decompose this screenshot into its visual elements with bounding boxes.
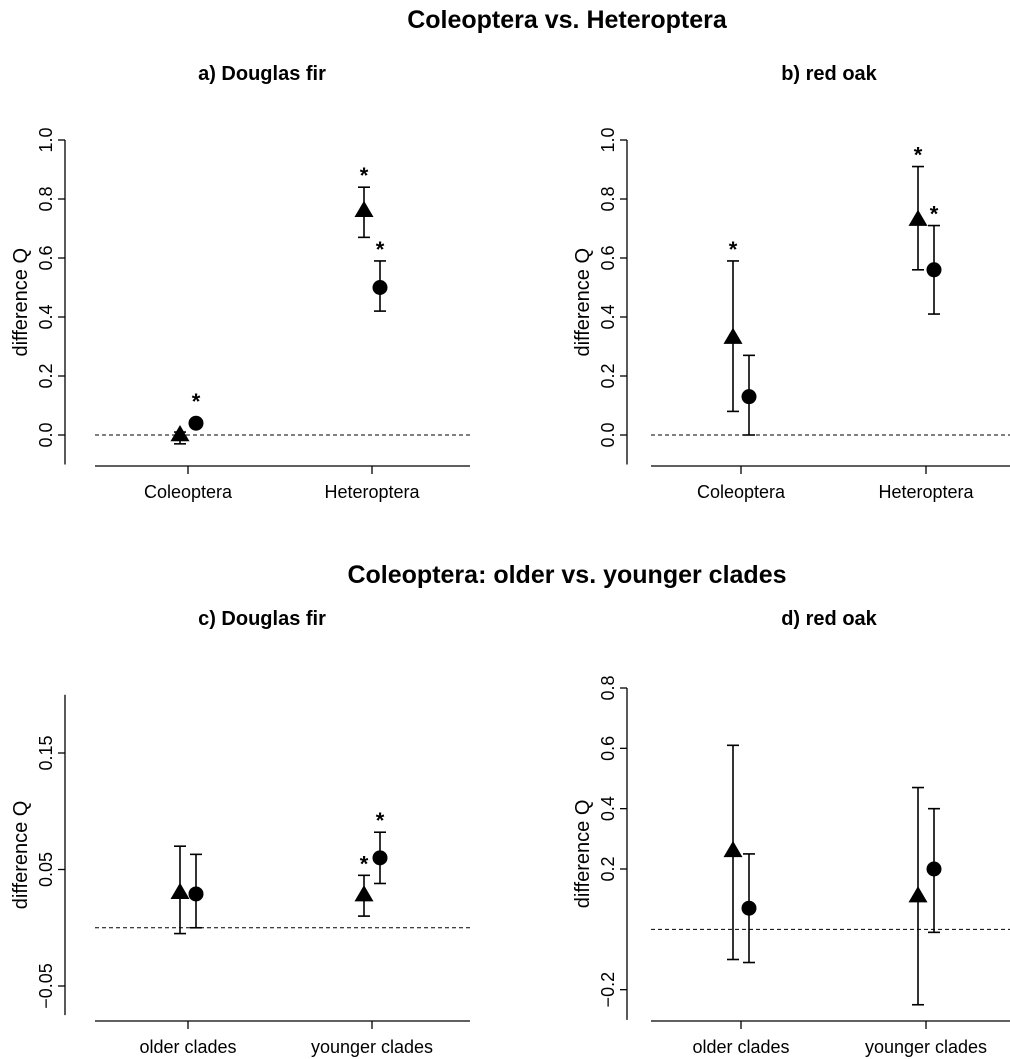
significance-star: *	[376, 237, 385, 262]
chart-panel-1: a) Douglas fir 0.0 0.2 0.4 0.6 0.8 1.0 differen…	[10, 63, 470, 502]
x-tick-label: younger clades	[865, 1037, 987, 1057]
triangle-point	[170, 882, 190, 899]
y-tick-label: 0.4	[598, 796, 618, 821]
y-axis-title: difference Q	[572, 248, 594, 357]
circle-point	[372, 850, 388, 866]
y-tick-label: 0.6	[598, 245, 618, 270]
y-tick-label: 0.2	[36, 363, 56, 388]
circle-point	[741, 389, 757, 405]
y-tick-label: 0.0	[36, 422, 56, 447]
y-tick-label: 0.4	[598, 304, 618, 329]
y-tick-label: 0.05	[36, 852, 56, 887]
x-tick-label: older clades	[139, 1037, 236, 1057]
section-title-bottom: Coleoptera: older vs. younger clades	[347, 561, 786, 589]
y-tick-label: −0.2	[598, 972, 618, 1008]
chart-panel-2: b) red oak 0.0 0.2 0.4 0.6 0.8 1.0 difference Q…	[572, 63, 1010, 502]
circle-point	[741, 900, 757, 916]
significance-star: *	[729, 237, 738, 262]
significance-star: *	[360, 851, 369, 876]
y-axis-title: difference Q	[572, 800, 594, 909]
circle-point	[188, 415, 204, 431]
y-tick-label: 0.6	[36, 245, 56, 270]
y-axis-title: difference Q	[10, 248, 32, 357]
y-tick-label: 0.15	[36, 735, 56, 770]
significance-star: *	[360, 163, 369, 188]
triangle-point	[170, 425, 190, 442]
triangle-point	[908, 886, 928, 903]
chart-panel-4: d) red oak −0.2 0.2 0.4 0.6 0.8 difference Q ol…	[572, 608, 1010, 1057]
x-tick-label: older clades	[692, 1037, 789, 1057]
y-tick-label: 0.0	[598, 422, 618, 447]
triangle-point	[723, 327, 743, 344]
y-tick-label: 0.8	[36, 186, 56, 211]
triangle-point	[723, 840, 743, 858]
circle-point	[926, 262, 942, 278]
y-tick-label: 0.2	[598, 856, 618, 881]
x-tick-label: Coleoptera	[697, 482, 786, 502]
significance-star: *	[930, 202, 939, 227]
section-title-top: Coleoptera vs. Heteroptera	[407, 6, 728, 34]
x-tick-label: Heteroptera	[324, 482, 420, 502]
circle-point	[188, 886, 204, 902]
panel-title: d) red oak	[781, 608, 877, 630]
x-tick-label: Coleoptera	[144, 482, 233, 502]
panels: a) Douglas fir 0.0 0.2 0.4 0.6 0.8 1.0 differen…	[10, 63, 1010, 1057]
x-tick-label: Heteroptera	[878, 482, 974, 502]
y-tick-label: 0.2	[598, 363, 618, 388]
panel-title: b) red oak	[781, 63, 877, 85]
panel-title: c) Douglas fir	[198, 608, 326, 630]
y-tick-label: −0.05	[36, 963, 56, 1009]
y-axis-title: difference Q	[10, 801, 32, 910]
chart-panel-3: c) Douglas fir −0.05 0.05 0.15 difference Q o…	[10, 608, 470, 1057]
triangle-point	[354, 885, 374, 902]
circle-point	[926, 861, 942, 877]
significance-star: *	[376, 808, 385, 833]
triangle-point	[908, 209, 928, 226]
y-tick-label: 1.0	[36, 127, 56, 152]
x-tick-label: younger clades	[311, 1037, 433, 1057]
significance-star: *	[914, 143, 923, 168]
y-tick-label: 0.8	[598, 675, 618, 700]
triangle-point	[354, 200, 374, 217]
y-tick-label: 0.6	[598, 736, 618, 761]
significance-star: *	[192, 389, 201, 414]
circle-point	[372, 280, 388, 295]
panel-title: a) Douglas fir	[198, 63, 326, 85]
y-tick-label: 0.8	[598, 186, 618, 211]
y-tick-label: 0.4	[36, 304, 56, 329]
y-tick-label: 1.0	[598, 127, 618, 152]
